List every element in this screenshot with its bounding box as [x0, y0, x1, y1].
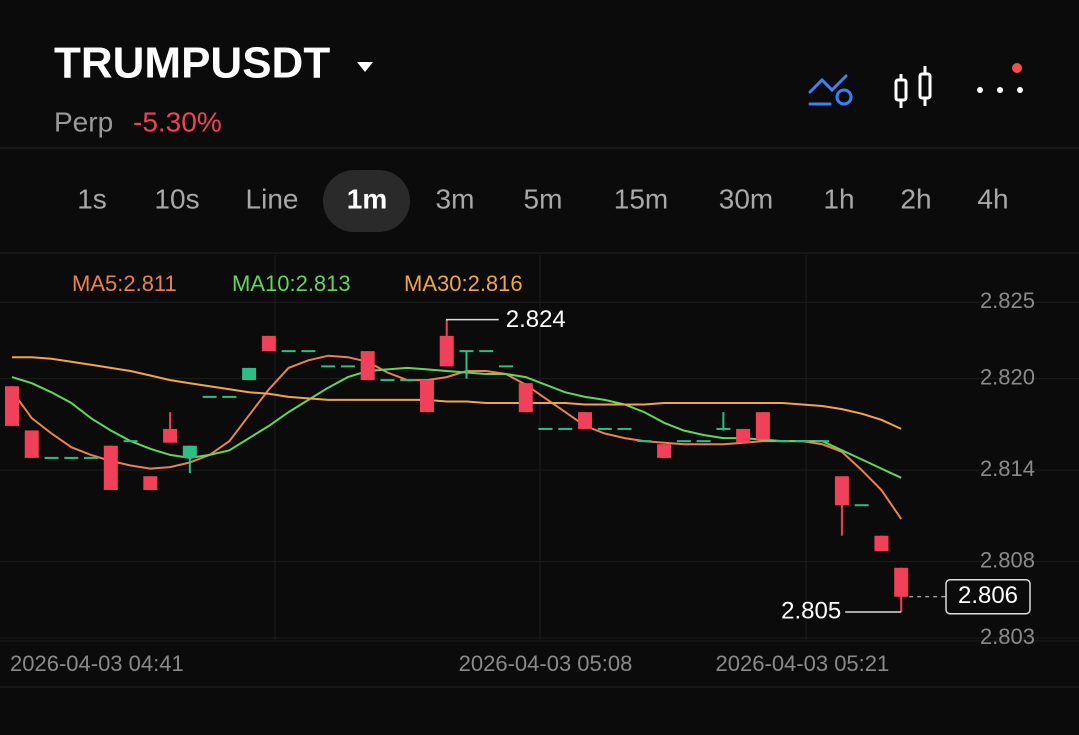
timeframe-tab[interactable]: 15m	[614, 183, 668, 214]
candle-body	[321, 365, 336, 368]
candle-body	[242, 367, 257, 381]
dropdown-arrow[interactable]	[357, 62, 373, 72]
candle-body	[479, 350, 494, 353]
market-type: Perp	[54, 106, 113, 137]
candle-body	[696, 440, 711, 443]
candle-body	[439, 335, 454, 367]
candle-body	[123, 440, 138, 443]
ma-line	[11, 354, 903, 520]
timeframe-tab[interactable]: 4h	[977, 183, 1008, 214]
timeframe-tab[interactable]: Line	[246, 183, 299, 214]
x-tick-label: 2026-04-03 05:08	[459, 651, 633, 676]
candle-body	[597, 427, 612, 430]
candle-body	[222, 395, 237, 398]
candle-body	[360, 351, 375, 381]
candle-body	[84, 456, 99, 459]
candle-body	[143, 476, 158, 490]
y-tick-label: 2.803	[980, 624, 1035, 649]
max-label: 2.824	[506, 306, 566, 333]
candle-body	[24, 430, 39, 458]
candle-body	[518, 383, 533, 413]
timeframe-tab[interactable]: 1s	[77, 183, 107, 214]
x-tick-label: 2026-04-03 05:21	[716, 651, 890, 676]
candle-body	[419, 380, 434, 413]
candle-body	[499, 365, 513, 368]
candle-body	[617, 427, 632, 430]
price-change: -5.30%	[133, 106, 222, 137]
timeframe-tab[interactable]: 3m	[436, 183, 475, 214]
min-label: 2.805	[781, 597, 841, 624]
candle-body	[657, 444, 672, 458]
candle-body	[163, 428, 178, 443]
candle-body	[64, 456, 79, 459]
candle-body	[755, 412, 770, 440]
legend-entry: MA10:2.813	[232, 271, 351, 296]
ma-line	[12, 356, 902, 430]
ma-line	[11, 366, 902, 479]
candle-body	[44, 456, 59, 459]
y-tick-label: 2.814	[980, 456, 1035, 481]
candle-body	[5, 386, 19, 426]
legend-entry: MA30:2.816	[404, 271, 523, 296]
candle-body	[854, 504, 869, 507]
candle-body	[815, 440, 830, 443]
candle-body	[301, 350, 316, 353]
timeframe-tab[interactable]: 10s	[154, 183, 199, 214]
candle-body	[380, 379, 395, 382]
more-icon[interactable]	[977, 63, 1023, 93]
candle-body	[340, 365, 355, 368]
candle-body	[182, 445, 197, 458]
candle-body	[459, 350, 474, 353]
y-tick-label: 2.825	[980, 288, 1035, 313]
timeframe-tab[interactable]: 1m	[347, 183, 387, 214]
x-tick-label: 2026-04-03 04:41	[10, 651, 184, 676]
candle-body	[894, 567, 909, 597]
indicator-icon[interactable]	[808, 74, 853, 106]
candle-body	[103, 445, 118, 490]
last-price-label: 2.806	[958, 582, 1018, 609]
candle-body	[281, 350, 296, 353]
active-tab-bg	[323, 170, 410, 232]
legend-entry: MA5:2.811	[72, 271, 177, 296]
candle-icon[interactable]	[894, 66, 932, 108]
candle-body	[775, 440, 790, 443]
last-price-box	[945, 579, 1031, 615]
timeframe-tab[interactable]: 5m	[524, 183, 563, 214]
candle-body	[736, 428, 751, 443]
candle-body	[834, 476, 849, 506]
candle-body	[676, 440, 691, 443]
candle-body	[202, 395, 217, 398]
candle-body	[558, 427, 573, 430]
candle-body	[400, 379, 415, 382]
y-tick-label: 2.808	[980, 547, 1035, 572]
y-tick-label: 2.820	[980, 364, 1035, 389]
timeframe-tab[interactable]: 2h	[900, 183, 931, 214]
candle-body	[261, 335, 276, 352]
candle-body	[538, 427, 553, 430]
candle-body	[874, 535, 889, 551]
candle-body	[637, 440, 652, 443]
candle-body	[795, 440, 810, 443]
max-marker	[445, 318, 499, 321]
symbol[interactable]: TRUMPUSDT	[54, 39, 330, 88]
timeframe-tab[interactable]: 30m	[719, 183, 773, 214]
timeframe-tab[interactable]: 1h	[823, 183, 854, 214]
candle-body	[716, 427, 731, 430]
candle-body	[578, 412, 593, 429]
